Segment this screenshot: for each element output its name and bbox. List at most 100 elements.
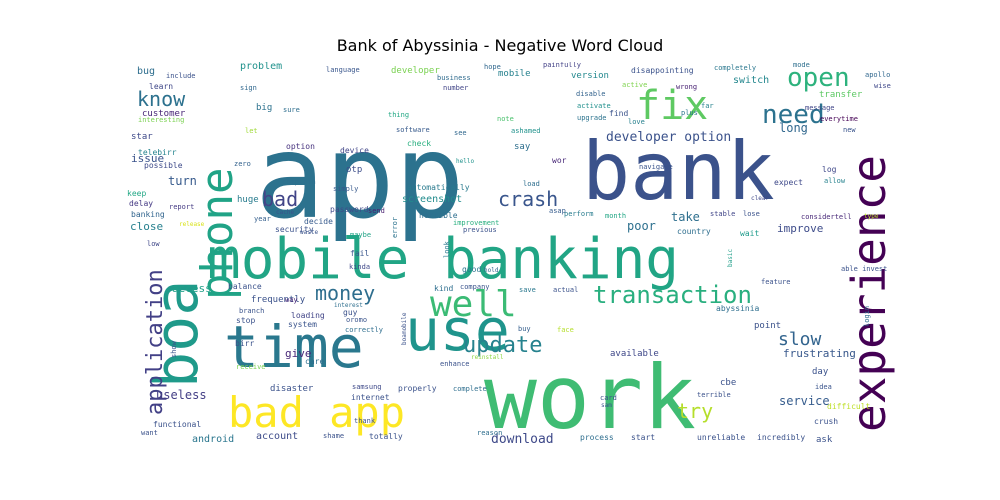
word-low: low xyxy=(147,240,160,248)
word-company: company xyxy=(460,283,490,291)
word-cbe: cbe xyxy=(720,378,736,388)
word-device: device xyxy=(340,146,369,155)
word-month: month xyxy=(605,212,626,220)
word-release: release xyxy=(179,221,205,228)
word-close: close xyxy=(130,220,163,233)
word-bad-app: bad app xyxy=(228,388,405,437)
word-feature: feature xyxy=(761,278,791,286)
word-face: face xyxy=(557,326,574,334)
word-work: work xyxy=(484,346,696,449)
word-password: password xyxy=(330,205,369,214)
word-painfully: painfully xyxy=(543,62,581,69)
word-properly: properly xyxy=(398,384,437,393)
word-crush: crush xyxy=(814,417,838,426)
word-ask: ask xyxy=(816,435,833,445)
word-fix: fix xyxy=(636,83,708,129)
word-automatically: automatically xyxy=(407,183,470,192)
word-open: open xyxy=(787,63,850,93)
word-mobile: mobile xyxy=(498,69,531,79)
word-option: option xyxy=(286,142,315,151)
word-wor: wor xyxy=(552,156,567,165)
word-know: know xyxy=(137,87,186,111)
word-improve: improve xyxy=(777,222,823,235)
word-balance: balance xyxy=(228,282,262,291)
word-issue: issue xyxy=(131,152,164,165)
word-everytime: everytime xyxy=(820,115,858,123)
word-check: check xyxy=(407,139,431,148)
word-download: download xyxy=(491,432,554,447)
word-security: security xyxy=(275,225,314,234)
word-plus: plus xyxy=(681,109,698,117)
word-application: application xyxy=(143,269,168,415)
word-phone: phone xyxy=(192,168,243,300)
word-want: want xyxy=(141,429,158,437)
word-business: business xyxy=(437,74,471,82)
word-time: time xyxy=(224,313,364,381)
word-navigate: navigate xyxy=(639,163,673,171)
word-interesting: interesting xyxy=(138,116,184,124)
word-access: access xyxy=(172,282,212,295)
word-log: log xyxy=(822,165,837,174)
word-take: take xyxy=(671,210,700,224)
word-let: let xyxy=(245,127,258,135)
word-money: money xyxy=(315,281,375,305)
word-use: use xyxy=(405,296,510,364)
word-save: save xyxy=(519,286,536,294)
word-correctly: correctly xyxy=(345,326,383,334)
word-ashamed: ashamed xyxy=(511,127,541,135)
word-clear: clear xyxy=(751,195,769,202)
word-sam: sam xyxy=(601,402,612,409)
word-boamobile: boamobile xyxy=(401,312,408,345)
word-disaster: disaster xyxy=(270,384,314,394)
word-guy: guy xyxy=(343,308,358,317)
word-completely: completely xyxy=(714,64,756,72)
word-show: show xyxy=(170,340,178,358)
word-mode: mode xyxy=(793,62,810,69)
word-bank: bank xyxy=(582,125,775,218)
word-look: look xyxy=(443,240,451,258)
word-horrible: horrible xyxy=(419,211,458,220)
word-delay: delay xyxy=(129,199,153,208)
word-login: login xyxy=(863,306,871,327)
word-give: give xyxy=(285,347,312,360)
word-need: need xyxy=(762,100,825,130)
word-sign: sign xyxy=(240,84,257,92)
word-interest: interest xyxy=(334,302,363,309)
word-send: send xyxy=(368,207,385,215)
word-transfer: transfer xyxy=(819,90,863,100)
word-idea: idea xyxy=(815,383,832,391)
word-way: way xyxy=(285,296,298,304)
word-card: card xyxy=(600,394,617,402)
word-oromo: oromo xyxy=(346,316,367,324)
word-unreliable: unreliable xyxy=(697,433,745,442)
word-good: good xyxy=(462,265,481,274)
word-system: system xyxy=(288,320,317,329)
word-bug: bug xyxy=(137,66,155,77)
word-wise: wise xyxy=(874,82,891,90)
word-enhance: enhance xyxy=(440,360,470,368)
word-customer: customer xyxy=(142,109,186,119)
word-frequently: frequently xyxy=(251,295,306,305)
word-shame: shame xyxy=(323,432,344,440)
word-stop: stop xyxy=(236,316,255,325)
word-wait: wait xyxy=(740,229,759,238)
word-care: care xyxy=(305,357,324,366)
word-zero: zero xyxy=(234,160,251,168)
word-type: type xyxy=(864,213,879,220)
word-error: error xyxy=(391,217,399,238)
word-perform: perform xyxy=(564,210,594,218)
word-switch: switch xyxy=(733,75,769,86)
word-account: account xyxy=(256,431,298,442)
word-software: software xyxy=(396,126,430,134)
word-say: say xyxy=(514,142,531,152)
word-active: active xyxy=(622,81,647,89)
word-telebirr: telebirr xyxy=(138,148,177,157)
word-disappointing: disappointing xyxy=(631,66,694,75)
word-stable: stable xyxy=(710,210,735,218)
word-number: number xyxy=(443,84,468,92)
word-sure: sure xyxy=(283,106,300,114)
word-abyssinia: abyssinia xyxy=(716,304,760,313)
word-kinda: kinda xyxy=(349,263,370,271)
word-upgrade: upgrade xyxy=(577,114,607,122)
